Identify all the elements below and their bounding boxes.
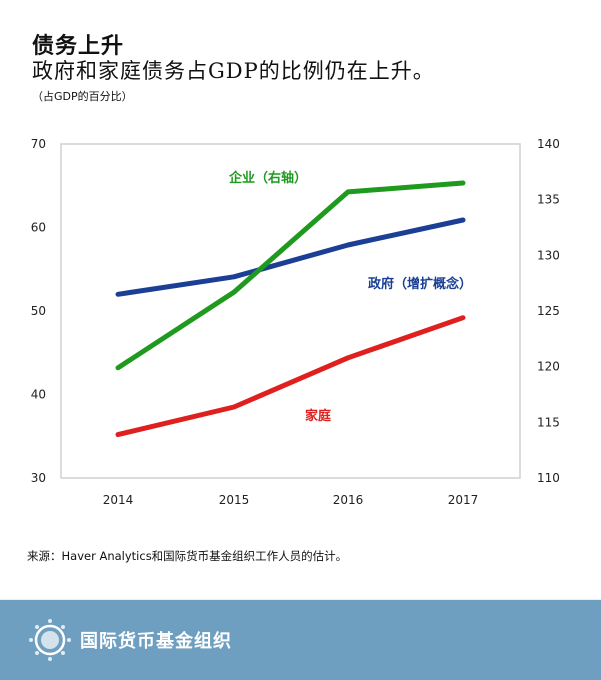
unit-label: （占GDP的百分比） [32, 90, 133, 103]
series-line [115, 180, 466, 371]
series-line [115, 217, 466, 297]
y-right-tick: 135 [537, 193, 560, 207]
org-name: 国际货币基金组织 [80, 631, 232, 652]
y-left-tick: 70 [31, 137, 46, 151]
y-right-tick: 130 [537, 248, 560, 262]
y-left-tick: 40 [31, 388, 46, 402]
chart-subtitle: 政府和家庭债务占GDP的比例仍在上升。 [32, 59, 435, 83]
series-label: 家庭 [305, 408, 332, 424]
y-right-tick: 120 [537, 360, 560, 374]
source-note: 来源：Haver Analytics和国际货币基金组织工作人员的估计。 [27, 549, 348, 563]
y-right-tick: 140 [537, 137, 560, 151]
y-right-tick: 110 [537, 471, 560, 485]
x-tick: 2016 [333, 493, 364, 507]
y-left-tick: 50 [31, 304, 46, 318]
series-label: 政府（增扩概念） [368, 276, 472, 292]
y-left-tick: 60 [31, 221, 46, 235]
x-tick: 2017 [448, 493, 479, 507]
y-left-tick: 30 [31, 471, 46, 485]
y-right-tick: 115 [537, 415, 560, 429]
series-line [115, 315, 466, 438]
line-chart: 30 40 50 60 70 110 115 120 125 130 135 140 2014 2015 2… [31, 137, 560, 507]
plot-frame [60, 143, 521, 479]
imf-logo-icon [29, 619, 71, 661]
y-right-tick: 125 [537, 304, 560, 318]
chart-title: 债务上升 [32, 33, 125, 59]
x-tick: 2014 [103, 493, 134, 507]
footer-band: 国际货币基金组织 [0, 599, 601, 680]
x-tick: 2015 [219, 493, 250, 507]
series-label: 企业（右轴） [228, 170, 307, 186]
